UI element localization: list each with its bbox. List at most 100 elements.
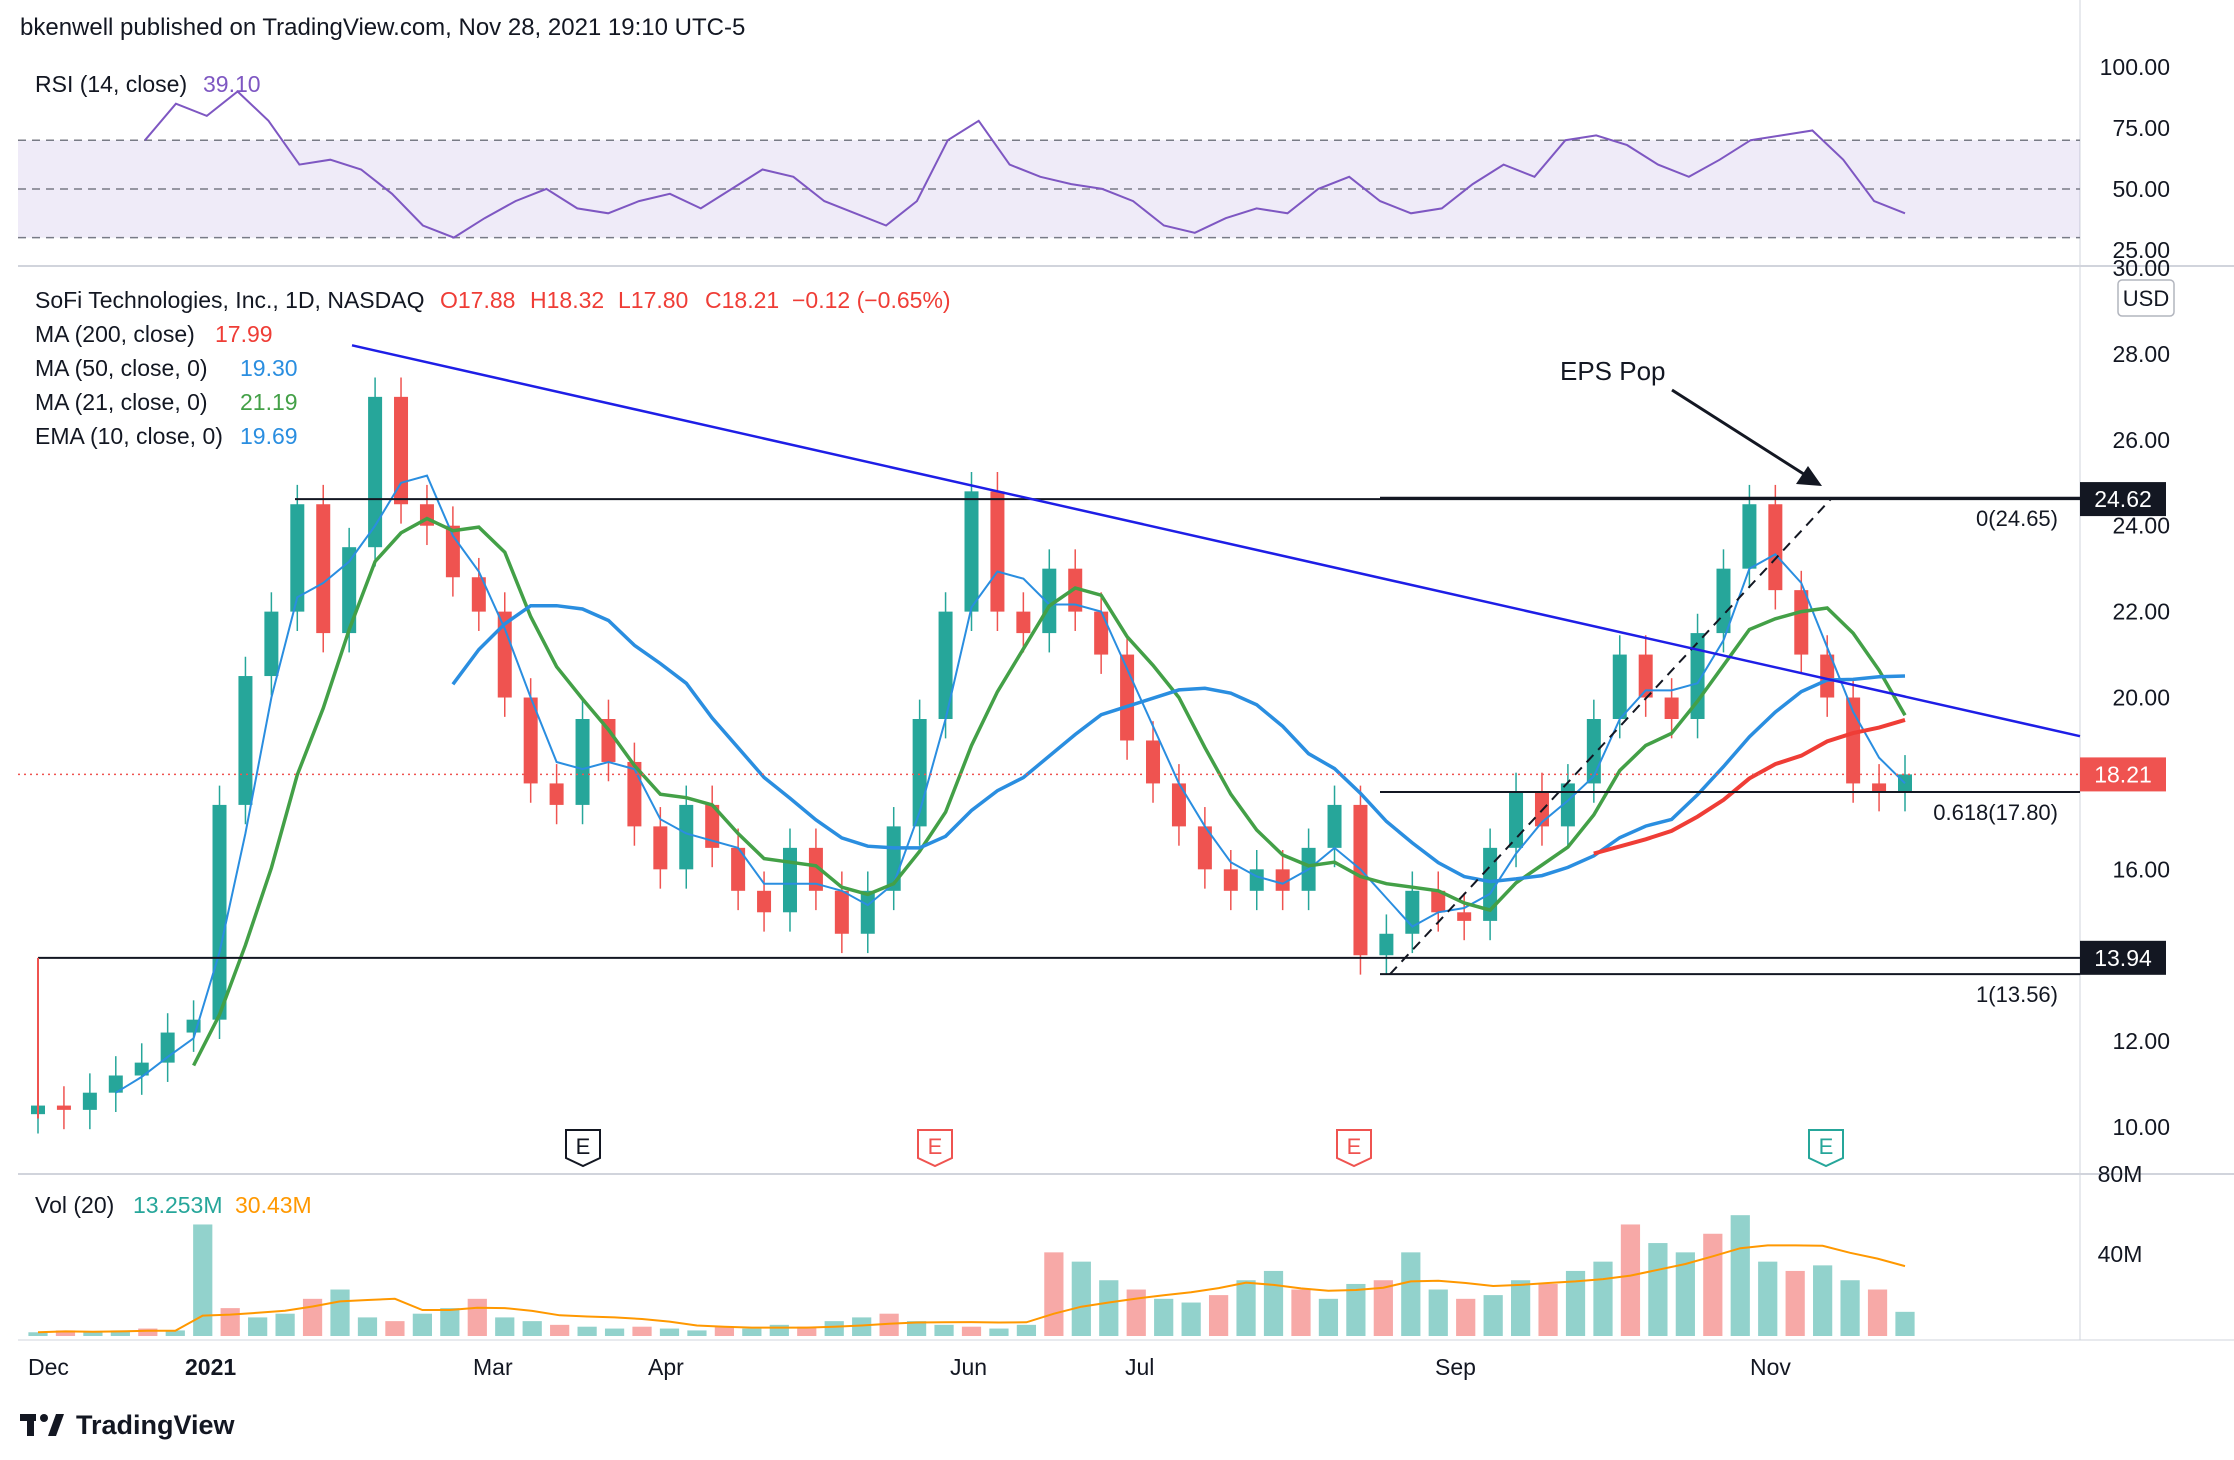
volume-bar (1730, 1215, 1750, 1336)
volume-bar (83, 1332, 103, 1336)
volume-bar (1428, 1289, 1448, 1336)
volume-bar (165, 1330, 185, 1336)
candle-body (56, 1105, 71, 1110)
volume-bar (1620, 1224, 1641, 1336)
candle-body (1638, 654, 1653, 698)
volume-bar (1373, 1280, 1393, 1336)
candle-body (1327, 804, 1342, 848)
volume-tick-label: 40M (2098, 1241, 2143, 1267)
volume-bar (604, 1328, 625, 1336)
time-axis-label: Nov (1750, 1354, 1791, 1380)
volume-bar (742, 1328, 762, 1336)
volume-bar (1154, 1298, 1174, 1336)
candle-body (705, 804, 720, 848)
candle-body (1146, 740, 1161, 784)
price-tick-label: 26.00 (2112, 427, 2170, 453)
candle-body (1742, 504, 1757, 569)
ohlc-high: H18.32 (530, 287, 604, 313)
candle-body (575, 719, 590, 805)
ema10-line (115, 474, 1906, 1094)
ma200-line (1593, 717, 1906, 856)
volume-bar (824, 1321, 844, 1336)
candle-body (471, 577, 486, 612)
indicator-value: 19.69 (240, 423, 298, 449)
currency-box (2117, 279, 2175, 317)
time-axis-label: 2021 (185, 1354, 236, 1380)
last-price-tag: 18.21 (2094, 761, 2152, 787)
candle-body (834, 890, 849, 934)
candle-body (1094, 611, 1109, 655)
volume-bar (1538, 1283, 1558, 1336)
time-axis-label: Jun (950, 1354, 987, 1380)
price-tick-label: 10.00 (2112, 1114, 2170, 1140)
candle-body (1768, 504, 1783, 591)
fib-1-label: 1(13.56) (1976, 982, 2058, 1007)
candle-body (1042, 568, 1057, 634)
candle-body (134, 1062, 149, 1076)
eps-pop-annotation: EPS Pop (1560, 356, 1666, 386)
volume-bar (632, 1326, 652, 1336)
volume-bar (1456, 1298, 1476, 1336)
volume-bar (687, 1330, 707, 1336)
volume-bar (330, 1289, 350, 1336)
volume-bar (385, 1321, 405, 1336)
ma50-line (451, 603, 1906, 884)
volume-bar (797, 1326, 817, 1336)
candle-body (523, 697, 538, 784)
volume-bar (906, 1321, 927, 1336)
candle-body (1223, 869, 1238, 891)
volume-label: Vol (20) (35, 1192, 114, 1218)
volume-bar (1099, 1280, 1119, 1336)
volume-bar (1016, 1324, 1037, 1336)
tradingview-logo[interactable]: TradingView (20, 1410, 235, 1441)
volume-bar (55, 1330, 76, 1336)
candle-body (990, 491, 1005, 612)
volume-bar (1840, 1280, 1860, 1336)
eps-pop-arrow-shaft (1671, 388, 1811, 480)
volume-bar (1291, 1289, 1311, 1336)
earnings-marker-label: E (1347, 1134, 1362, 1159)
volume-bar (1263, 1270, 1284, 1336)
candle-body (1586, 719, 1601, 784)
volume-bar (852, 1317, 872, 1336)
candle-body (1197, 826, 1212, 870)
indicator-label: MA (21, close, 0) (35, 389, 208, 415)
candle-body (1820, 654, 1835, 698)
ohlc-open: O17.88 (440, 287, 515, 313)
candle-body (1872, 783, 1887, 793)
price-tick-label: 16.00 (2112, 856, 2170, 882)
time-axis-label: Sep (1435, 1354, 1476, 1380)
candle-body (679, 804, 694, 870)
candle-body (368, 396, 383, 548)
volume-bar (1565, 1270, 1586, 1336)
candle-body (1275, 869, 1290, 891)
candle-body (1794, 590, 1809, 655)
volume-bar (1895, 1311, 1915, 1336)
candle-body (497, 611, 512, 698)
upper-level-tag-bg (2080, 482, 2166, 517)
candle-body (1664, 697, 1679, 719)
volume-bar (879, 1313, 899, 1336)
candle-body (1068, 568, 1083, 612)
volume-tick-label: 80M (2098, 1161, 2143, 1187)
volume-bar (522, 1321, 542, 1336)
candle-body (1612, 654, 1627, 719)
volume-bar (1675, 1252, 1695, 1336)
time-axis-label: Mar (473, 1354, 513, 1380)
candle-body (1716, 568, 1731, 634)
earnings-marker (917, 1129, 953, 1168)
fib-0618-label: 0.618(17.80) (1933, 800, 2058, 825)
volume-bar (550, 1324, 570, 1336)
volume-bar (1208, 1295, 1229, 1336)
candle-body (731, 847, 746, 891)
rsi-label: RSI (14, close) (35, 71, 187, 97)
rsi-tick-label: 50.00 (2112, 176, 2170, 202)
volume-value: 13.253M (133, 1192, 223, 1218)
volume-bar (1758, 1261, 1778, 1336)
fib-0-label: 0(24.65) (1976, 506, 2058, 531)
volume-bar (1181, 1302, 1201, 1336)
candle-body (757, 890, 772, 913)
earnings-marker (1808, 1129, 1844, 1168)
eps-pop-arrow-head (1796, 466, 1822, 486)
